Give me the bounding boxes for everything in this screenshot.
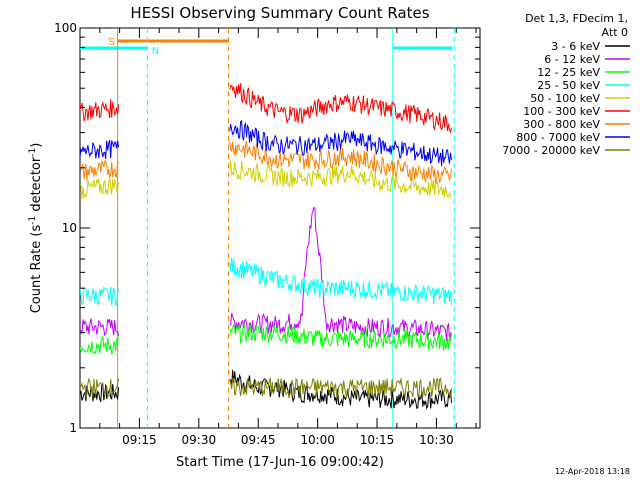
legend-label: 3 - 6 keV <box>551 40 600 53</box>
legend-label: 800 - 7000 keV <box>516 131 600 144</box>
x-tick-label: 10:15 <box>360 433 395 447</box>
legend-label: 7000 - 20000 keV <box>502 144 600 157</box>
series-line <box>229 119 452 167</box>
x-axis-label: Start Time (17-Jun-16 09:00:42) <box>176 455 384 470</box>
series-line <box>229 206 452 342</box>
y-tick-label: 100 <box>54 21 77 35</box>
series-line <box>80 377 120 399</box>
series-line <box>80 178 120 200</box>
flag-bars: SN <box>80 37 453 57</box>
series-line <box>80 286 120 307</box>
series-line <box>229 323 452 351</box>
chart-title: HESSI Observing Summary Count Rates <box>130 4 429 22</box>
series-line <box>80 159 120 181</box>
legend-label: 25 - 50 keV <box>537 79 600 92</box>
plot-frame <box>79 27 481 429</box>
y-tick-label: 1 <box>69 421 77 435</box>
flag-lines <box>117 28 455 428</box>
y-axis-label-suffix: ) <box>29 143 44 148</box>
flag-label: S <box>108 37 114 48</box>
series-line <box>229 369 452 410</box>
series-group <box>80 83 452 410</box>
flag-label: N <box>152 46 159 57</box>
series-line <box>229 376 452 399</box>
y-axis-label-mid: detector <box>29 156 44 216</box>
x-tick-label: 10:30 <box>419 433 454 447</box>
x-tick-label: 09:45 <box>241 433 276 447</box>
y-axis-label: Count Rate (s-1 detector-1) <box>28 143 44 314</box>
y-axis-label-sup1: -1 <box>28 216 38 225</box>
series-line <box>229 257 452 306</box>
series-line <box>80 334 120 355</box>
legend-label: 300 - 800 keV <box>523 118 600 131</box>
x-axis-ticks: 09:15 09:30 09:45 10:00 10:15 10:30 <box>99 28 477 447</box>
y-axis-label-prefix: Count Rate (s <box>29 225 44 314</box>
legend-label: 6 - 12 keV <box>544 53 600 66</box>
x-tick-label: 10:00 <box>300 433 335 447</box>
legend-header-line1: Det 1,3, FDecim 1, <box>525 12 628 25</box>
series-line <box>80 140 120 160</box>
series-line <box>80 99 120 122</box>
legend-label: 50 - 100 keV <box>530 92 600 105</box>
series-line <box>229 160 452 198</box>
y-axis-ticks: 1 10 100 <box>54 21 480 435</box>
series-line <box>229 83 452 134</box>
series-line <box>80 318 120 337</box>
legend-label: 12 - 25 keV <box>537 66 600 79</box>
x-tick-label: 09:30 <box>182 433 217 447</box>
legend-header-line2: Att 0 <box>602 26 628 39</box>
y-axis-label-sup2: -1 <box>28 148 38 157</box>
y-tick-label: 10 <box>62 221 77 235</box>
date-stamp: 12-Apr-2018 13:18 <box>555 467 630 476</box>
legend-label: 100 - 300 keV <box>523 105 600 118</box>
series-line <box>80 383 120 402</box>
x-tick-label: 09:15 <box>122 433 157 447</box>
